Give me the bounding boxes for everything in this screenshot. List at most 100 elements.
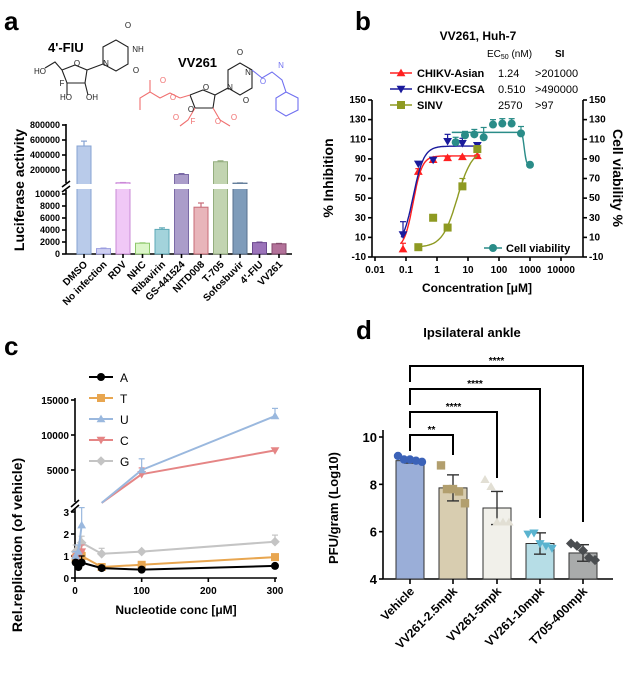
y-tick-label: 8000 <box>40 201 60 211</box>
data-point-Cell viability <box>460 131 469 140</box>
bar-No infection <box>96 248 111 255</box>
y-tick-label-right: 90 <box>589 154 601 165</box>
data-point-A <box>77 558 86 567</box>
data-point-Cell viability <box>470 130 479 139</box>
data-point-T705-400mpk <box>565 538 577 549</box>
atom-label: O <box>231 113 237 122</box>
atom-label: O <box>215 117 221 126</box>
atom-label: O <box>188 105 194 114</box>
atom-label: N <box>245 68 251 77</box>
data-point-CHIKV-Asian <box>458 152 467 161</box>
bar-break-gap <box>232 184 248 189</box>
y-tick-label: 600000 <box>30 135 60 145</box>
data-point-VV261-5mpk <box>504 517 514 526</box>
atom-label: O <box>170 93 176 102</box>
y-tick-label: 2 <box>63 530 69 541</box>
data-point-VV261-10mpk <box>523 530 533 539</box>
series-line-A <box>141 564 276 571</box>
compound-name-vv261: VV261 <box>178 55 217 70</box>
data-point-U <box>71 551 81 560</box>
bar-VV261 <box>271 243 287 255</box>
x-tick-label: 0.01 <box>365 265 385 276</box>
fit-curve-SINV <box>418 154 478 248</box>
bar-NHC <box>135 242 150 255</box>
series-line-C <box>141 449 276 476</box>
data-point-Cell viability <box>488 120 497 129</box>
compound-name-4fiu: 4'-FIU <box>48 40 84 55</box>
bar-4'-FIU <box>252 242 267 255</box>
data-point-VV261-2.5mpk <box>460 499 470 508</box>
data-point-SINV <box>414 243 423 252</box>
bar-Ribavirin <box>154 228 170 255</box>
data-point-G <box>96 549 107 559</box>
y-tick-label-right: 130 <box>589 115 606 126</box>
atom-label: O <box>133 66 139 75</box>
data-point-VV261-2.5mpk <box>448 484 458 494</box>
bond <box>44 61 63 71</box>
legend-label: A <box>120 371 128 385</box>
bond <box>86 39 129 72</box>
bar-DMSO <box>76 145 92 255</box>
series-line-U <box>141 415 276 471</box>
data-point-CHIKV-Asian <box>413 167 423 175</box>
data-point-VV261-10mpk <box>541 542 551 551</box>
atom-label: HO <box>34 67 46 76</box>
panel-label-c: c <box>4 331 18 361</box>
atom-label: O <box>160 76 166 85</box>
data-point-CHIKV-ECSA <box>458 139 467 148</box>
data-point-C <box>270 447 280 455</box>
legend-marker <box>96 436 106 445</box>
legend-marker <box>489 244 497 252</box>
y-tick-label-right: 70 <box>589 174 601 185</box>
ec50-unit: (nM) <box>509 49 532 60</box>
y-tick-label-left: 70 <box>355 174 367 185</box>
legend-marker <box>96 414 106 423</box>
legend-marker <box>97 394 105 402</box>
y-tick-label: 6000 <box>40 213 60 223</box>
axis-break-mark <box>70 499 80 508</box>
legend-label: CHIKV-ECSA <box>417 84 485 96</box>
data-point-VV261-5mpk <box>480 474 490 483</box>
structure-4fiu <box>44 39 129 96</box>
ec50-value: 0.510 <box>498 84 526 96</box>
y-tick-label: 0 <box>63 574 69 585</box>
bond <box>214 62 253 96</box>
bar-NITD008 <box>193 206 209 255</box>
atom-label: N <box>278 61 284 70</box>
y-tick-label: 200000 <box>30 165 60 175</box>
data-point-VV261-10mpk <box>547 544 557 553</box>
ec50-subscript: 50 <box>501 54 509 61</box>
data-point-Vehicle <box>399 455 409 464</box>
bar-Sofosbuvir <box>232 182 248 255</box>
data-point-Cell viability <box>507 119 516 128</box>
y-tick-label: 10 <box>363 430 377 445</box>
y-tick-label-right: -10 <box>589 252 604 263</box>
legend-label: Cell viability <box>506 243 571 255</box>
atom-label: HO <box>60 93 72 102</box>
atom-label: N <box>103 59 109 68</box>
atom-label: O <box>125 21 131 30</box>
atom-label: F <box>60 79 65 88</box>
significance-label: **** <box>467 379 483 390</box>
atom-label: O <box>173 113 179 122</box>
x-tick-label: 100 <box>491 265 508 276</box>
atom-label: O <box>203 83 209 92</box>
data-point-Cell viability <box>516 129 525 138</box>
y-tick-label: 1 <box>63 552 69 563</box>
significance-label: **** <box>446 402 462 413</box>
y-axis-label-right: Cell viability % <box>610 129 626 228</box>
axis-break-mark <box>61 180 71 188</box>
data-point-SINV <box>443 223 452 232</box>
legend-label: C <box>120 434 129 448</box>
data-point-T <box>271 553 279 562</box>
y-tick-label-left: 50 <box>355 193 367 204</box>
x-tick-label: 10 <box>462 265 474 276</box>
series-line-A <box>101 567 142 571</box>
y-tick-label-left: 130 <box>349 115 366 126</box>
y-tick-label-left: 30 <box>355 213 367 224</box>
panel-label-b: b <box>355 6 371 36</box>
legend-label: U <box>120 413 129 427</box>
legend-label: G <box>120 455 129 469</box>
x-tick-label: 200 <box>200 586 217 597</box>
